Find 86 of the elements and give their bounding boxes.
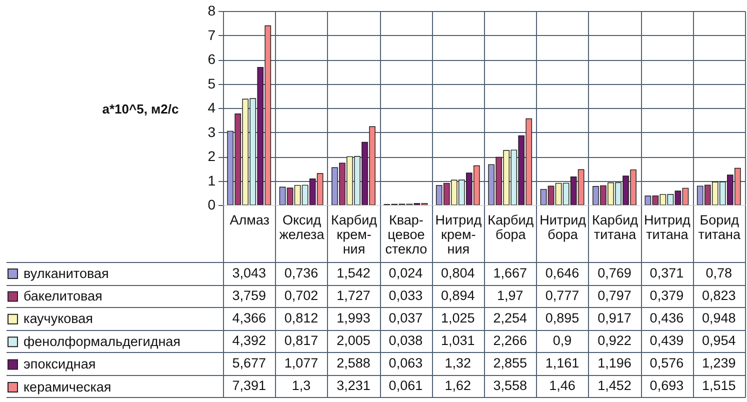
data-label: 1,3: [292, 378, 311, 393]
data-label: 1,196: [598, 355, 632, 370]
data-label: 1,97: [496, 288, 524, 303]
data-label: 0,024: [388, 265, 424, 280]
data-label: 2,855: [493, 355, 527, 370]
data-label: 1,993: [336, 310, 370, 326]
y-tick-label: 8: [208, 2, 216, 18]
data-label: 3,759: [232, 288, 266, 303]
data-label: 3,558: [493, 378, 527, 393]
data-label: 1,239: [702, 355, 736, 370]
data-label: 0,817: [284, 332, 318, 348]
y-tick-label: 3: [208, 124, 216, 140]
legend-label: эпоксидная: [24, 356, 96, 372]
data-label: 3,043: [232, 265, 266, 280]
data-label: 0,736: [284, 265, 318, 280]
data-label: 0,702: [284, 288, 318, 303]
data-label: 0,78: [706, 265, 732, 280]
data-label: 1,452: [598, 378, 632, 393]
data-label: 0,037: [388, 310, 423, 326]
data-label: 5,677: [232, 355, 266, 370]
data-label: 0,812: [284, 310, 318, 326]
data-label: 0,797: [598, 288, 632, 303]
y-tick-label: 2: [208, 148, 216, 164]
data-label: 0,823: [702, 288, 736, 303]
x-tick-label: Квар- цевое стекло: [385, 212, 428, 256]
x-tick-label: Нитрид бора: [540, 212, 586, 242]
data-label: 7,391: [232, 378, 266, 393]
data-label: 0,038: [388, 332, 423, 348]
y-axis-title: a*10^5, м2/с: [102, 102, 179, 116]
data-label: 0,576: [650, 355, 684, 370]
legend-label: вулканитовая: [24, 266, 109, 281]
data-label: 1,161: [545, 355, 580, 370]
data-label: 1,515: [702, 378, 736, 393]
data-label: 4,366: [232, 310, 266, 326]
data-label: 1,46: [549, 378, 576, 393]
x-tick-label: Оксид железа: [279, 212, 325, 242]
y-tick-label: 7: [208, 26, 216, 43]
data-label: 0,954: [702, 332, 736, 348]
data-label: 0,917: [598, 310, 632, 326]
data-label: 0,646: [545, 265, 580, 280]
data-label: 0,769: [598, 265, 632, 280]
x-tick-label: Карбид бора: [488, 212, 534, 242]
data-label: 0,061: [388, 378, 423, 393]
data-label: 4,392: [232, 332, 266, 348]
data-label: 2,254: [493, 310, 528, 326]
data-label: 1,32: [444, 355, 472, 370]
data-label: 0,371: [650, 265, 684, 280]
legend-label: фенолформальдегидная: [24, 334, 180, 349]
x-tick-label: Карбид титана: [592, 212, 638, 242]
data-label: 0,894: [441, 288, 476, 303]
data-label: 2,588: [336, 355, 370, 370]
data-label: 3,231: [336, 378, 370, 393]
legend-label: бакелитовая: [24, 288, 102, 304]
data-label: 0,922: [598, 332, 632, 348]
data-label: 0,439: [650, 332, 684, 348]
data-label: 0,693: [650, 378, 684, 393]
data-label: 0,804: [441, 265, 476, 280]
y-tick-label: 0: [208, 196, 216, 212]
data-label: 0,063: [388, 355, 423, 370]
data-label: 1,667: [493, 265, 527, 280]
data-label: 2,266: [493, 332, 527, 348]
x-tick-label: Алмаз: [230, 212, 270, 228]
y-tick-label: 1: [208, 172, 216, 188]
x-tick-label: Борид титана: [698, 212, 741, 242]
y-tick-label: 6: [208, 51, 216, 67]
legend-label: каучуковая: [24, 311, 93, 326]
data-label: 0,948: [702, 310, 736, 326]
data-label: 0,9: [552, 332, 572, 348]
data-label: 0,379: [650, 288, 684, 303]
data-label: 1,62: [444, 378, 472, 393]
data-label: 0,436: [650, 310, 684, 326]
data-label: 1,077: [284, 355, 318, 370]
data-label: 1,031: [441, 332, 475, 348]
data-label: 1,025: [441, 310, 475, 326]
x-tick-label: Нитрид титана: [644, 212, 691, 242]
y-tick-label: 4: [208, 100, 216, 116]
data-label: 1,542: [336, 265, 370, 280]
legend-label: керамическая: [24, 379, 112, 394]
data-label: 0,033: [388, 288, 423, 303]
x-tick-label: Карбид крем- ния: [330, 212, 378, 256]
x-tick-label: Нитрид крем- ния: [435, 212, 482, 256]
data-label: 0,895: [545, 310, 580, 326]
y-tick-label: 5: [208, 75, 216, 92]
data-label: 1,727: [336, 288, 370, 303]
data-label: 2,005: [336, 332, 370, 348]
data-label: 0,777: [545, 288, 580, 303]
